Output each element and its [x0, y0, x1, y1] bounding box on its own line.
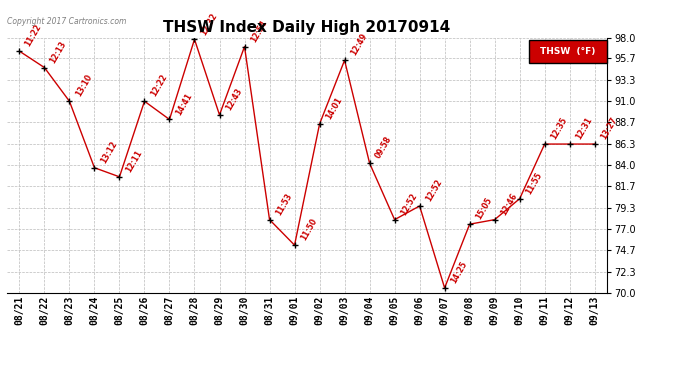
Text: 09:58: 09:58 — [374, 135, 393, 160]
Text: 11:50: 11:50 — [299, 217, 319, 242]
Text: 12:52: 12:52 — [399, 192, 419, 217]
Text: 12:22: 12:22 — [148, 73, 168, 99]
Text: 12:49: 12:49 — [348, 32, 368, 57]
Text: 14:41: 14:41 — [174, 91, 193, 117]
Text: 13:27: 13:27 — [599, 116, 619, 141]
Text: 12:32: 12:32 — [199, 11, 219, 36]
Text: 14:25: 14:25 — [448, 260, 469, 285]
Text: 12:46: 12:46 — [499, 192, 519, 217]
Text: 12:13: 12:13 — [48, 39, 68, 65]
Text: THSW  (°F): THSW (°F) — [540, 47, 596, 56]
Text: 12:31: 12:31 — [574, 116, 593, 141]
Text: 12:35: 12:35 — [549, 116, 569, 141]
Text: 11:22: 11:22 — [23, 23, 43, 48]
Text: 15:05: 15:05 — [474, 196, 493, 221]
Title: THSW Index Daily High 20170914: THSW Index Daily High 20170914 — [164, 20, 451, 35]
Text: 12:11: 12:11 — [124, 148, 144, 174]
Text: 12:43: 12:43 — [224, 87, 244, 112]
FancyBboxPatch shape — [529, 40, 607, 63]
Text: 11:53: 11:53 — [274, 192, 293, 217]
Text: 11:55: 11:55 — [524, 171, 544, 196]
Text: 14:01: 14:01 — [324, 96, 344, 121]
Text: 12:54: 12:54 — [248, 18, 268, 44]
Text: Copyright 2017 Cartronics.com: Copyright 2017 Cartronics.com — [7, 17, 126, 26]
Text: 12:52: 12:52 — [424, 178, 444, 203]
Text: 13:10: 13:10 — [74, 73, 93, 99]
Text: 13:12: 13:12 — [99, 140, 119, 165]
